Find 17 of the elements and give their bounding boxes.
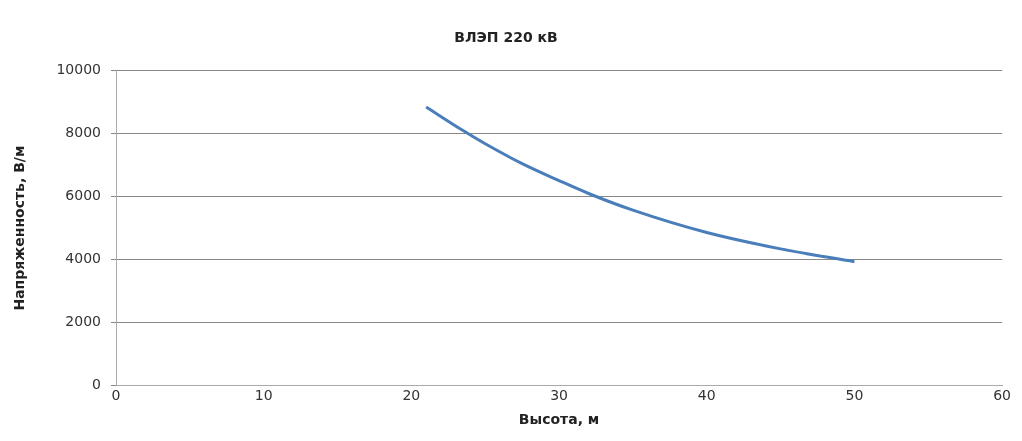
x-tick-label: 10	[254, 387, 273, 404]
x-tick-label: 40	[697, 387, 716, 404]
y-tick-label: 0	[92, 376, 101, 393]
x-tick-label: 20	[402, 387, 421, 404]
y-tick-label: 6000	[65, 187, 101, 204]
x-axis-title: Высота, м	[518, 411, 600, 428]
line-series	[424, 105, 856, 264]
chart-title: ВЛЭП 220 кВ	[454, 29, 558, 46]
y-tick-label: 2000	[65, 313, 101, 330]
y-axis-title: Напряженность, В/м	[11, 145, 28, 311]
y-tick-label: 8000	[65, 124, 101, 141]
x-tick-label: 30	[550, 387, 568, 404]
y-tick-label: 4000	[65, 250, 101, 267]
x-tick-label: 0	[111, 387, 121, 404]
y-tick-label: 10000	[56, 61, 101, 78]
x-tick-label: 60	[993, 387, 1012, 404]
x-tick-label: 50	[845, 387, 864, 404]
